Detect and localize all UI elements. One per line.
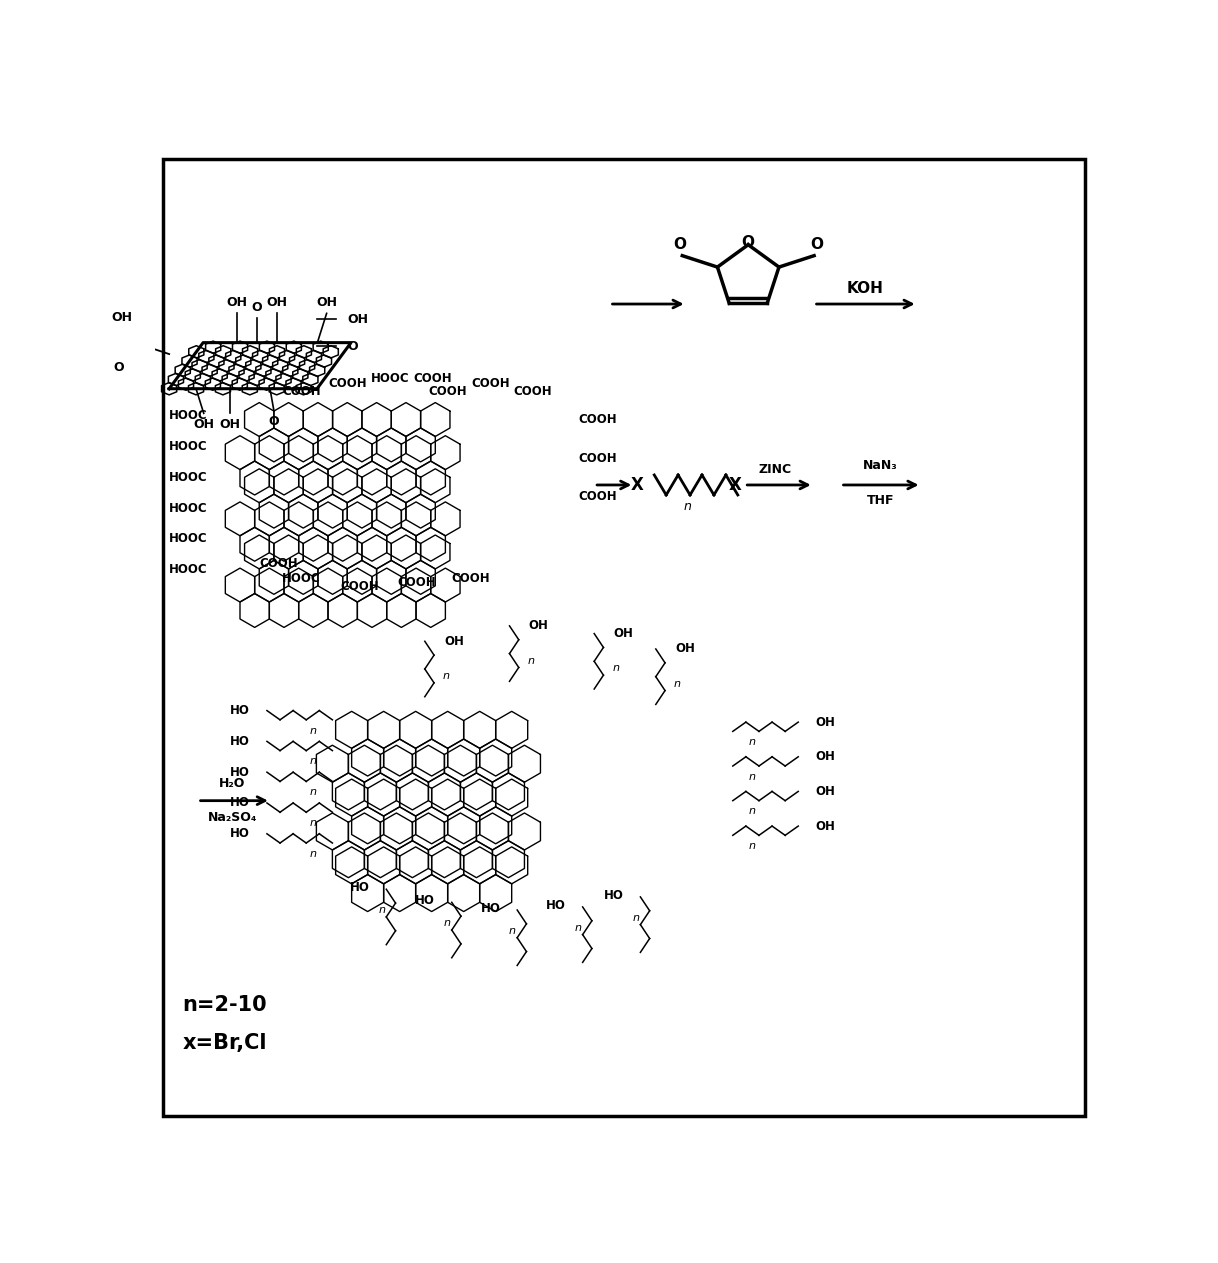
Text: OH: OH bbox=[815, 784, 836, 798]
Text: n: n bbox=[632, 913, 639, 923]
Text: COOH: COOH bbox=[513, 384, 552, 398]
Text: KOH: KOH bbox=[847, 282, 884, 296]
Text: COOH: COOH bbox=[429, 384, 468, 398]
Text: O: O bbox=[252, 301, 262, 313]
Text: H₂O: H₂O bbox=[219, 777, 246, 791]
Text: COOH: COOH bbox=[398, 576, 436, 590]
Text: COOH: COOH bbox=[259, 557, 298, 570]
Text: n: n bbox=[309, 757, 317, 767]
Text: HOOC: HOOC bbox=[169, 440, 208, 453]
Text: OH: OH bbox=[317, 296, 337, 309]
Text: OH: OH bbox=[815, 820, 836, 832]
Text: n: n bbox=[527, 655, 535, 666]
Text: OH: OH bbox=[194, 418, 214, 431]
Text: OH: OH bbox=[445, 635, 464, 648]
Text: HO: HO bbox=[230, 827, 250, 840]
Text: O: O bbox=[268, 414, 279, 428]
Text: HOOC: HOOC bbox=[169, 501, 208, 514]
Text: HOOC: HOOC bbox=[370, 373, 409, 385]
Text: OH: OH bbox=[675, 643, 695, 655]
Text: O: O bbox=[742, 235, 755, 250]
Text: OH: OH bbox=[227, 296, 247, 309]
Text: HO: HO bbox=[230, 703, 250, 717]
Text: n: n bbox=[378, 906, 385, 914]
Text: OH: OH bbox=[815, 716, 836, 729]
Text: OH: OH bbox=[529, 619, 548, 633]
Text: OH: OH bbox=[267, 296, 287, 309]
Text: HO: HO bbox=[480, 902, 501, 914]
Text: n: n bbox=[749, 807, 756, 816]
Text: HOOC: HOOC bbox=[169, 409, 208, 422]
Text: COOH: COOH bbox=[579, 490, 618, 503]
Text: COOH: COOH bbox=[579, 413, 618, 426]
Text: NaN₃: NaN₃ bbox=[864, 460, 898, 472]
Text: HO: HO bbox=[230, 765, 250, 779]
Text: HO: HO bbox=[230, 797, 250, 810]
Text: COOH: COOH bbox=[329, 376, 367, 390]
Text: COOH: COOH bbox=[340, 580, 379, 594]
Text: X: X bbox=[728, 476, 742, 494]
Text: COOH: COOH bbox=[579, 451, 618, 465]
Text: HO: HO bbox=[604, 889, 624, 902]
Text: OH: OH bbox=[111, 312, 132, 325]
Text: n: n bbox=[575, 923, 581, 932]
Text: n: n bbox=[309, 849, 317, 859]
Text: n: n bbox=[509, 926, 516, 936]
Text: O: O bbox=[674, 236, 687, 251]
Text: COOH: COOH bbox=[413, 373, 452, 385]
Text: O: O bbox=[348, 340, 358, 352]
Text: X: X bbox=[631, 476, 644, 494]
Text: O: O bbox=[113, 361, 124, 374]
Text: n: n bbox=[443, 918, 451, 928]
Text: n: n bbox=[749, 772, 756, 782]
Text: HOOC: HOOC bbox=[169, 471, 208, 484]
Text: n: n bbox=[749, 738, 756, 748]
Text: n: n bbox=[613, 663, 619, 673]
Text: HO: HO bbox=[230, 735, 250, 748]
Text: n: n bbox=[443, 671, 449, 681]
Text: n: n bbox=[309, 818, 317, 829]
Text: ZINC: ZINC bbox=[759, 464, 792, 476]
Text: x=Br,Cl: x=Br,Cl bbox=[183, 1033, 267, 1053]
Text: COOH: COOH bbox=[283, 384, 320, 398]
Text: OH: OH bbox=[219, 418, 240, 431]
Text: Na₂SO₄: Na₂SO₄ bbox=[207, 811, 257, 825]
Text: n: n bbox=[683, 500, 692, 513]
Text: COOH: COOH bbox=[471, 376, 509, 390]
Text: THF: THF bbox=[867, 494, 894, 506]
Text: HO: HO bbox=[415, 894, 435, 907]
Text: O: O bbox=[810, 236, 823, 251]
Text: HOOC: HOOC bbox=[169, 533, 208, 546]
Text: n: n bbox=[309, 787, 317, 797]
Text: n: n bbox=[749, 841, 756, 851]
Text: n: n bbox=[674, 678, 681, 688]
Text: HOOC: HOOC bbox=[283, 572, 320, 586]
Text: OH: OH bbox=[348, 313, 369, 326]
Text: OH: OH bbox=[815, 750, 836, 763]
Text: HO: HO bbox=[546, 899, 565, 912]
Text: n: n bbox=[309, 726, 317, 735]
Text: COOH: COOH bbox=[452, 572, 491, 586]
Text: HOOC: HOOC bbox=[169, 563, 208, 576]
Text: n=2-10: n=2-10 bbox=[183, 995, 267, 1014]
Text: HO: HO bbox=[350, 882, 369, 894]
Text: OH: OH bbox=[614, 628, 633, 640]
